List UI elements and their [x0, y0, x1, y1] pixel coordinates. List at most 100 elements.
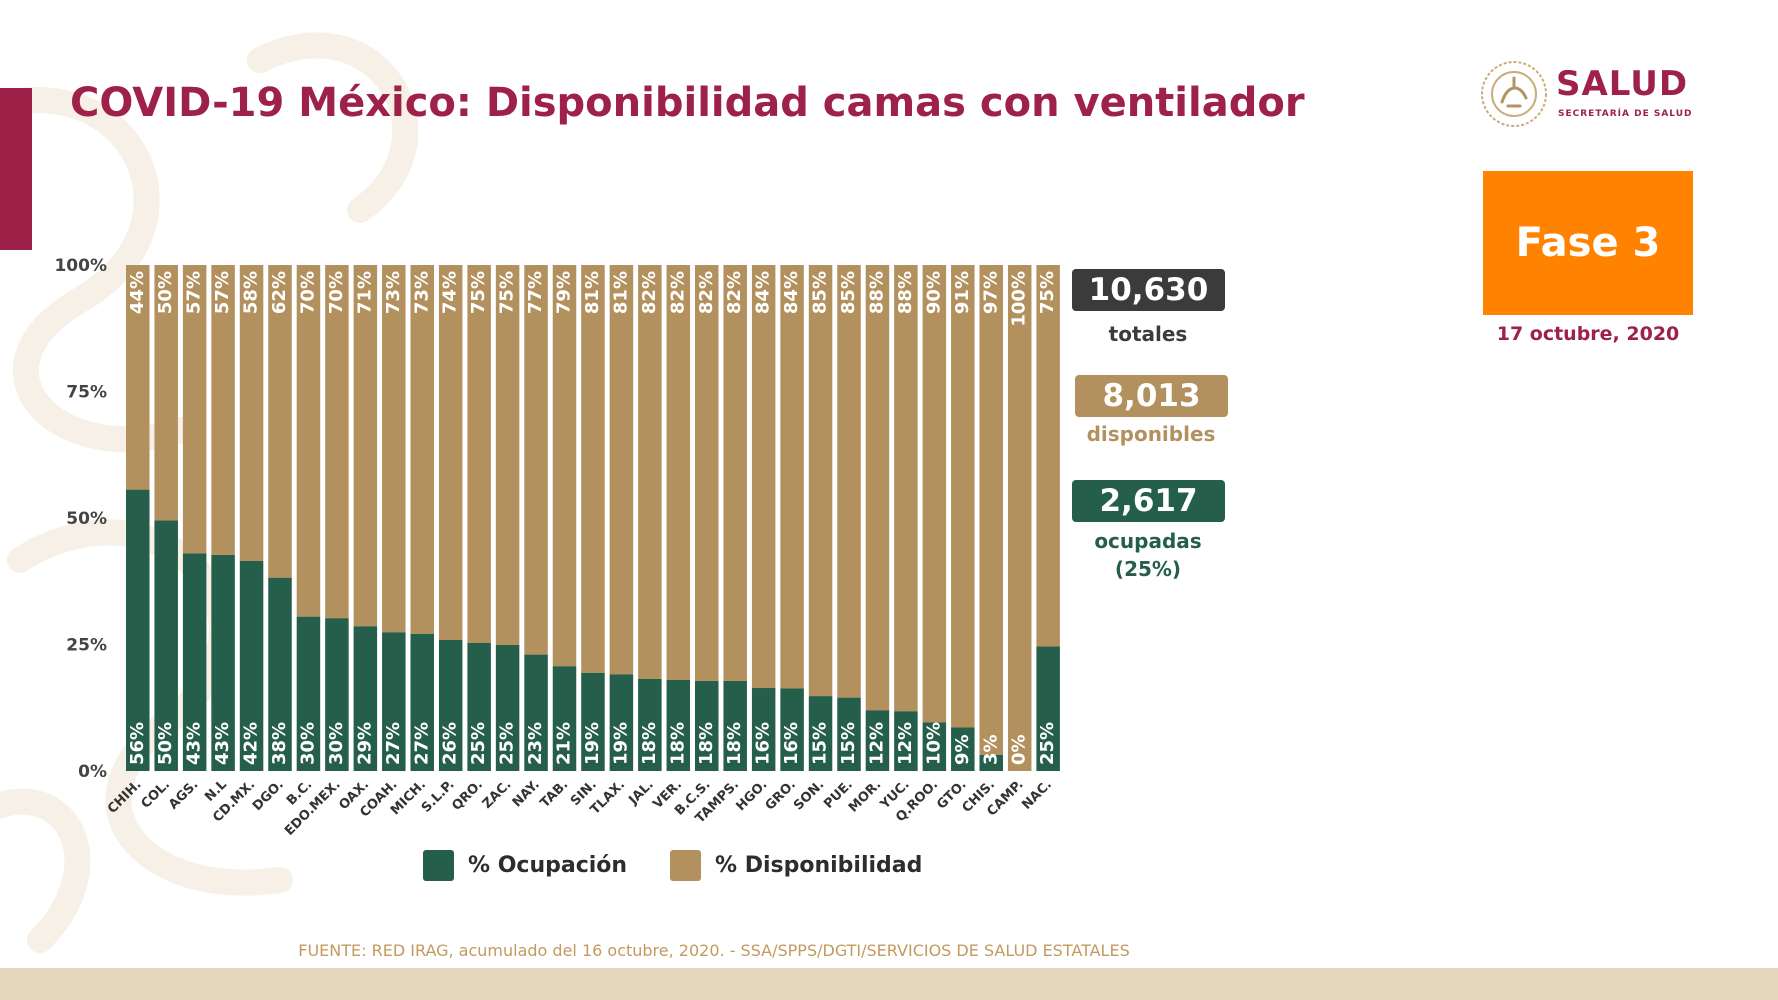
title-accent-bar	[0, 88, 32, 250]
occupied-value-label: 30%	[297, 722, 318, 765]
bar-occupied-9	[353, 626, 378, 771]
occupied-beds-label: ocupadas	[1094, 529, 1202, 553]
category-label: QRO.	[449, 777, 486, 814]
occupied-value-label: 3%	[980, 734, 1001, 765]
occupied-value-label: 18%	[667, 722, 688, 765]
bar-available-23	[751, 265, 776, 689]
bar-occupied-28	[894, 711, 918, 771]
occupied-value-label: 21%	[554, 722, 575, 765]
logo-subtitle: SECRETARÍA DE SALUD	[1558, 109, 1693, 119]
available-value-label: 73%	[411, 271, 432, 314]
bar-available-2	[154, 265, 178, 521]
available-value-label: 85%	[838, 271, 859, 314]
y-tick-label: 25%	[66, 636, 107, 656]
phase-badge: Fase 3	[1483, 171, 1693, 315]
bar-occupied-21	[695, 680, 719, 771]
bar-available-30	[951, 265, 975, 728]
bar-occupied-12	[438, 639, 463, 771]
bar-occupied-25	[808, 696, 833, 771]
bar-occupied-4	[211, 554, 235, 771]
bar-available-28	[894, 265, 918, 712]
total-beds-badge: 10,630	[1072, 269, 1225, 311]
category-label: HGO.	[734, 777, 771, 814]
available-value-label: 85%	[810, 271, 831, 314]
legend-available: % Disponibilidad	[670, 850, 922, 881]
bar-occupied-3	[182, 553, 207, 771]
occupied-value-label: 0%	[1009, 734, 1030, 765]
bar-available-12	[438, 265, 463, 640]
bar-occupied-22	[723, 680, 747, 771]
available-value-label: 82%	[696, 271, 717, 314]
bar-available-21	[695, 265, 719, 681]
occupied-value-label: 25%	[497, 722, 518, 765]
bar-available-31	[979, 265, 1003, 755]
bar-available-11	[410, 265, 434, 634]
bar-available-24	[780, 265, 804, 689]
available-beds-badge: 8,013	[1075, 375, 1228, 417]
available-value-label: 91%	[952, 271, 973, 314]
category-label: COL.	[139, 777, 174, 812]
occupied-value-label: 18%	[724, 722, 745, 765]
available-value-label: 75%	[1037, 271, 1058, 314]
y-tick-label: 0%	[78, 762, 107, 782]
available-value-label: 84%	[753, 271, 774, 314]
bar-available-13	[467, 265, 491, 643]
occupied-value-label: 12%	[866, 722, 887, 765]
category-label: NAY.	[510, 777, 543, 810]
y-tick-label: 75%	[66, 383, 107, 403]
available-value-label: 100%	[1009, 271, 1030, 327]
category-label: AGS.	[166, 777, 201, 812]
occupied-value-label: 16%	[781, 722, 802, 765]
legend-available-label: % Disponibilidad	[715, 853, 923, 878]
bar-occupied-33	[1036, 646, 1060, 771]
available-value-label: 75%	[497, 271, 518, 314]
bar-occupied-8	[325, 618, 349, 771]
occupied-value-label: 25%	[468, 722, 489, 765]
occupied-value-label: 12%	[895, 722, 916, 765]
occupied-value-label: 18%	[696, 722, 717, 765]
available-value-label: 57%	[212, 271, 233, 314]
occupied-value-label: 10%	[923, 722, 944, 765]
bar-available-1	[126, 265, 150, 490]
available-value-label: 81%	[610, 271, 631, 314]
bar-available-10	[382, 265, 406, 633]
bar-available-5	[239, 265, 264, 562]
occupied-value-label: 16%	[753, 722, 774, 765]
available-value-label: 84%	[781, 271, 802, 314]
source-note: FUENTE: RED IRAG, acumulado del 16 octub…	[298, 941, 1130, 960]
bar-available-32	[1007, 265, 1032, 771]
available-value-label: 70%	[326, 271, 347, 314]
bar-occupied-24	[780, 688, 804, 771]
available-value-label: 58%	[241, 271, 262, 314]
occupied-value-label: 42%	[241, 722, 262, 765]
bar-available-6	[268, 265, 292, 578]
bar-occupied-11	[410, 633, 434, 771]
bar-occupied-18	[609, 674, 634, 771]
occupied-beds-badge: 2,617	[1072, 480, 1225, 522]
occupied-value-label: 43%	[212, 722, 233, 765]
bar-occupied-26	[837, 697, 861, 771]
available-value-label: 75%	[468, 271, 489, 314]
bar-occupied-6	[268, 577, 292, 771]
bar-available-8	[325, 265, 349, 619]
footer-bar	[0, 968, 1778, 1000]
occupied-value-label: 27%	[411, 722, 432, 765]
available-value-label: 81%	[582, 271, 603, 314]
bar-occupied-2	[154, 520, 178, 771]
available-value-label: 88%	[895, 271, 916, 314]
available-value-label: 62%	[269, 271, 290, 314]
occupied-value-label: 25%	[1037, 722, 1058, 765]
bar-available-26	[837, 265, 861, 698]
bar-available-20	[666, 265, 691, 680]
occupied-value-label: 19%	[582, 722, 603, 765]
occupied-value-label: 18%	[639, 722, 660, 765]
logo-text: SALUD	[1556, 64, 1689, 104]
y-tick-label: 50%	[66, 509, 107, 529]
occupied-value-label: 26%	[440, 722, 461, 765]
bar-occupied-29	[922, 722, 947, 771]
salud-logo: SALUD SECRETARÍA DE SALUD	[1478, 61, 1698, 132]
occupied-value-label: 23%	[525, 722, 546, 765]
occupied-value-label: 38%	[269, 722, 290, 765]
y-tick-label: 100%	[54, 256, 107, 276]
bar-available-3	[182, 265, 207, 554]
